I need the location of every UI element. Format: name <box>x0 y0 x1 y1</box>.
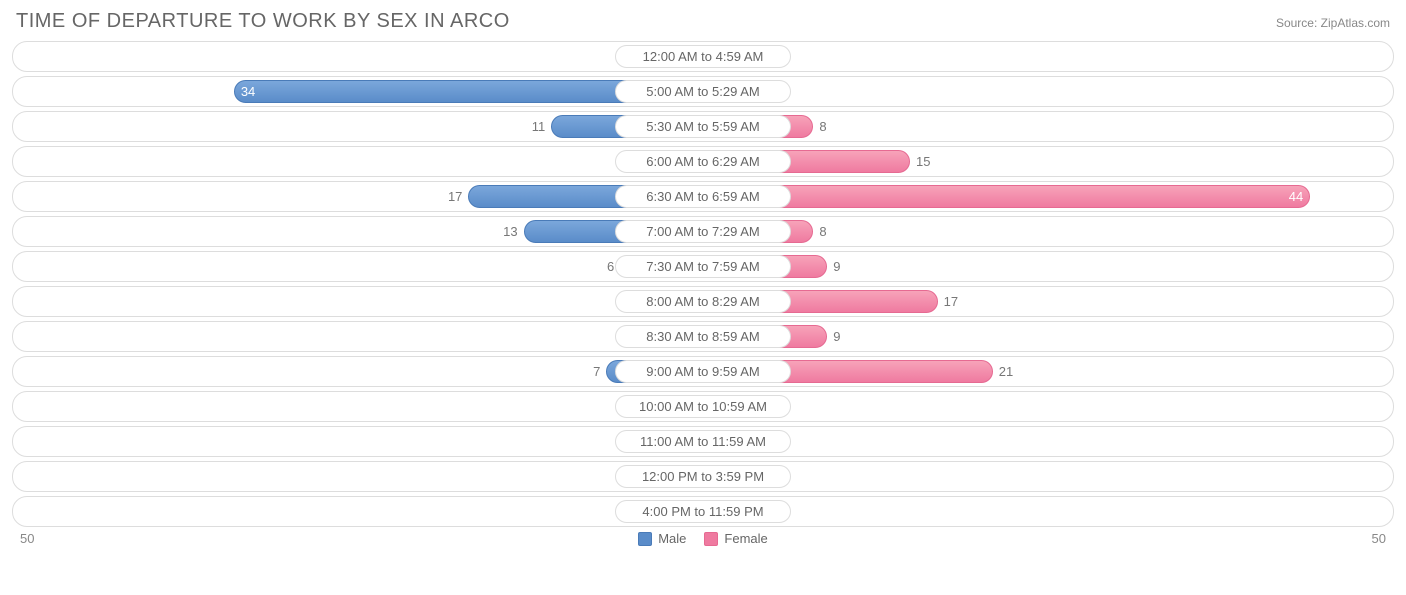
male-value: 11 <box>532 112 546 141</box>
male-value: 13 <box>503 217 517 246</box>
female-value: 9 <box>833 322 840 351</box>
chart-row: 3312:00 AM to 4:59 AM <box>12 41 1394 72</box>
female-swatch-icon <box>704 532 718 546</box>
chart-row: 13 8 7:00 AM to 7:29 AM <box>12 216 1394 247</box>
male-value: 7 <box>593 357 600 386</box>
chart-row: 6 9 7:30 AM to 7:59 AM <box>12 251 1394 282</box>
legend-male-label: Male <box>658 531 686 546</box>
chart-row: 098:30 AM to 8:59 AM <box>12 321 1394 352</box>
chart-row: 044:00 PM to 11:59 PM <box>12 496 1394 527</box>
female-value: 17 <box>944 287 958 316</box>
chart-row: 11 8 5:30 AM to 5:59 AM <box>12 111 1394 142</box>
row-time-label: 7:30 AM to 7:59 AM <box>615 255 791 278</box>
female-bar: 44 <box>703 185 1310 208</box>
chart-row: 17 44 6:30 AM to 6:59 AM <box>12 181 1394 212</box>
row-time-label: 9:00 AM to 9:59 AM <box>615 360 791 383</box>
female-value: 44 <box>1289 186 1303 207</box>
row-time-label: 8:00 AM to 8:29 AM <box>615 290 791 313</box>
row-time-label: 6:30 AM to 6:59 AM <box>615 185 791 208</box>
chart-title: TIME OF DEPARTURE TO WORK BY SEX IN ARCO <box>16 10 510 33</box>
chart-row: 3405:00 AM to 5:29 AM <box>12 76 1394 107</box>
legend-item-male: Male <box>638 531 686 546</box>
male-value: 34 <box>241 81 255 102</box>
row-time-label: 12:00 PM to 3:59 PM <box>615 465 791 488</box>
row-time-label: 6:00 AM to 6:29 AM <box>615 150 791 173</box>
female-value: 8 <box>819 217 826 246</box>
row-time-label: 5:30 AM to 5:59 AM <box>615 115 791 138</box>
row-time-label: 12:00 AM to 4:59 AM <box>615 45 791 68</box>
chart-footer: 50 Male Female 50 <box>12 531 1394 546</box>
chart-row: 7 21 9:00 AM to 9:59 AM <box>12 356 1394 387</box>
male-swatch-icon <box>638 532 652 546</box>
chart-row: 4178:00 AM to 8:29 AM <box>12 286 1394 317</box>
chart-row: 3510:00 AM to 10:59 AM <box>12 391 1394 422</box>
row-time-label: 4:00 PM to 11:59 PM <box>615 500 791 523</box>
legend: Male Female <box>638 531 768 546</box>
axis-left-max: 50 <box>20 531 34 546</box>
female-value: 15 <box>916 147 930 176</box>
legend-female-label: Female <box>724 531 767 546</box>
axis-right-max: 50 <box>1372 531 1386 546</box>
male-value: 6 <box>607 252 614 281</box>
male-value: 17 <box>448 182 462 211</box>
row-time-label: 10:00 AM to 10:59 AM <box>615 395 791 418</box>
chart-header: TIME OF DEPARTURE TO WORK BY SEX IN ARCO… <box>12 10 1394 33</box>
legend-item-female: Female <box>704 531 767 546</box>
female-value: 8 <box>819 112 826 141</box>
diverging-bar-chart: 3312:00 AM to 4:59 AM 3405:00 AM to 5:29 … <box>12 41 1394 527</box>
row-time-label: 5:00 AM to 5:29 AM <box>615 80 791 103</box>
female-value: 21 <box>999 357 1013 386</box>
row-time-label: 8:30 AM to 8:59 AM <box>615 325 791 348</box>
row-time-label: 11:00 AM to 11:59 AM <box>615 430 791 453</box>
chart-row: 0211:00 AM to 11:59 AM <box>12 426 1394 457</box>
female-value: 9 <box>833 252 840 281</box>
chart-row: 5156:00 AM to 6:29 AM <box>12 146 1394 177</box>
chart-source: Source: ZipAtlas.com <box>1276 16 1390 30</box>
chart-row: 0012:00 PM to 3:59 PM <box>12 461 1394 492</box>
row-time-label: 7:00 AM to 7:29 AM <box>615 220 791 243</box>
